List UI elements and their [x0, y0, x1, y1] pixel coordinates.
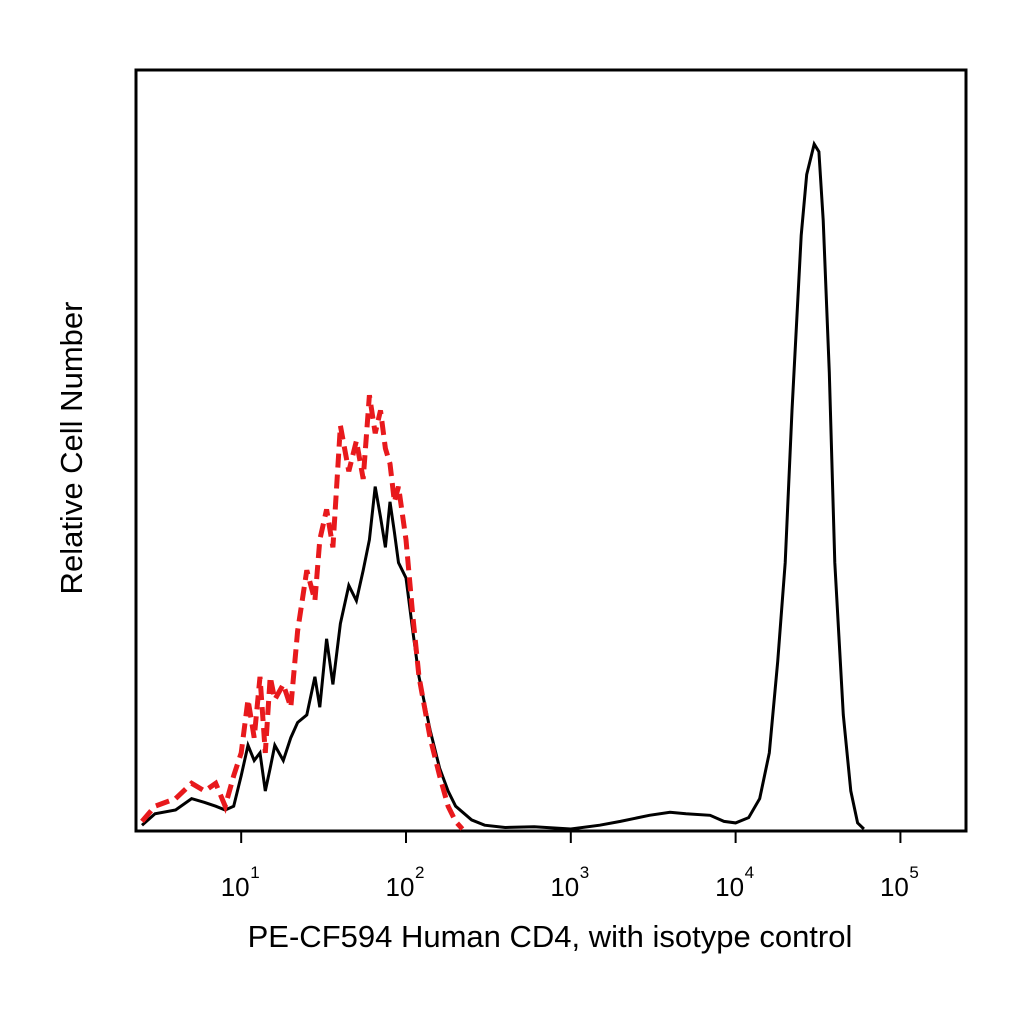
x-tick-exponent: 2 — [415, 863, 424, 882]
x-tick-exponent: 5 — [909, 863, 918, 882]
x-tick-exponent: 4 — [745, 863, 754, 882]
x-tick-label: 10 — [221, 872, 250, 902]
series-line-isotype-control — [140, 394, 465, 831]
x-axis: 10 1 10 2 10 3 10 4 10 5 — [221, 831, 919, 902]
x-axis-title: PE-CF594 Human CD4, with isotype control — [248, 919, 853, 954]
series-layer — [140, 140, 865, 831]
x-tick-label: 10 — [715, 872, 744, 902]
y-axis-title: Relative Cell Number — [54, 302, 89, 595]
x-tick-label: 10 — [880, 872, 909, 902]
plot-frame — [134, 68, 968, 833]
x-tick-exponent: 1 — [250, 863, 259, 882]
x-tick-exponent: 3 — [580, 863, 589, 882]
x-tick-label: 10 — [386, 872, 415, 902]
x-tick-label: 10 — [550, 872, 579, 902]
